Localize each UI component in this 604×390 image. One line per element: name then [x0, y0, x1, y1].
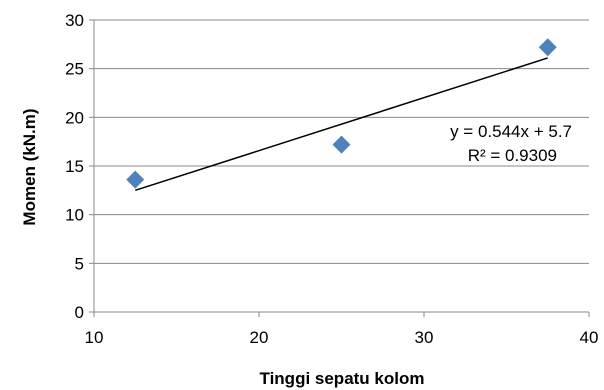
y-tick-label: 15: [65, 157, 84, 176]
y-axis-title: Momen (kN.m): [20, 108, 39, 225]
x-tick-label: 30: [415, 328, 434, 347]
r-squared-label: R² = 0.9309: [468, 146, 557, 165]
axes: [89, 19, 590, 317]
y-tick-label: 5: [75, 254, 84, 273]
y-tick-labels: 0 5 10 15 20 25 30: [65, 11, 84, 322]
x-tick-label: 40: [580, 328, 599, 347]
trendline: [135, 57, 548, 192]
data-point: [332, 135, 351, 154]
y-tick-label: 30: [65, 11, 84, 30]
data-points: [126, 38, 557, 189]
x-tick-labels: 10 20 30 40: [85, 328, 599, 347]
trendline-equation: y = 0.544x + 5.7: [450, 122, 572, 141]
x-tick-label: 20: [250, 328, 269, 347]
data-point: [126, 170, 145, 189]
gridlines: [94, 19, 589, 264]
x-axis-title: Tinggi sepatu kolom: [260, 369, 425, 388]
y-tick-label: 0: [75, 303, 84, 322]
x-tick-label: 10: [85, 328, 104, 347]
data-point: [538, 38, 557, 57]
y-tick-label: 10: [65, 206, 84, 225]
y-tick-label: 20: [65, 108, 84, 127]
y-tick-label: 25: [65, 60, 84, 79]
